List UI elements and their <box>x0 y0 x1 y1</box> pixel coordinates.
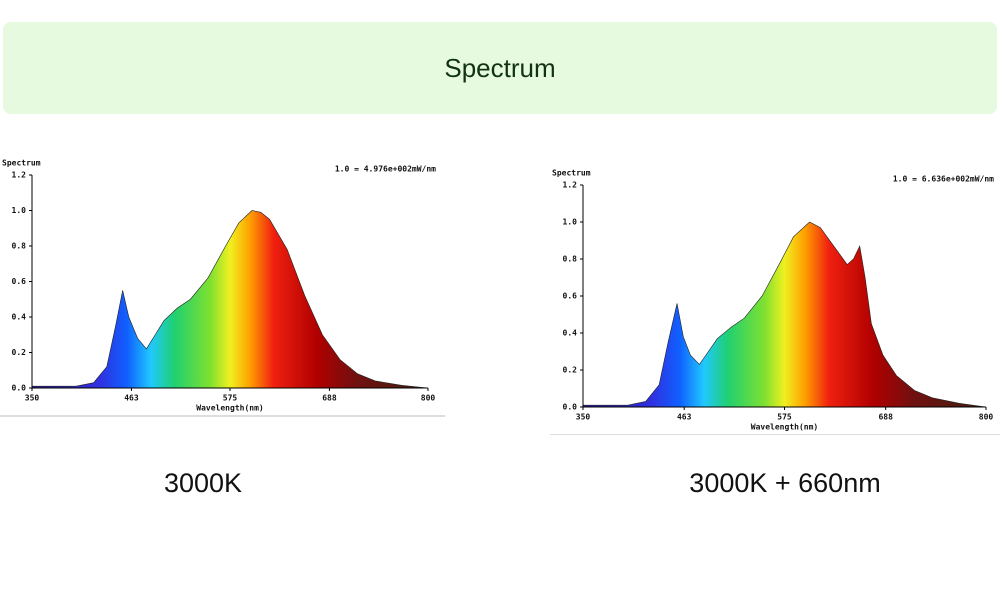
y-tick-label: 0.2 <box>563 366 578 375</box>
header: Spectrum <box>3 22 997 114</box>
x-tick-label: 350 <box>576 413 591 422</box>
annotation: 1.0 = 6.636e+002mW/nm <box>893 175 994 184</box>
y-tick-label: 0.2 <box>12 348 27 357</box>
y-tick-label: 0.6 <box>563 292 578 301</box>
y-tick-label: 0.0 <box>12 384 27 393</box>
x-tick-label: 463 <box>124 394 139 403</box>
spectrum-area <box>31 210 429 389</box>
x-tick-label: 575 <box>223 394 238 403</box>
axis-title: Spectrum <box>552 169 591 178</box>
y-tick-label: 1.0 <box>12 206 27 215</box>
y-tick-label: 0.8 <box>563 255 578 264</box>
y-tick-label: 0.4 <box>563 329 578 338</box>
x-axis-label: Wavelength(nm) <box>196 404 263 413</box>
spectrum-area <box>582 221 987 408</box>
annotation: 1.0 = 4.976e+002mW/nm <box>335 165 436 174</box>
x-tick-label: 350 <box>25 394 40 403</box>
axis-title: Spectrum <box>2 159 41 168</box>
x-tick-label: 463 <box>677 413 692 422</box>
y-tick-label: 1.0 <box>563 218 578 227</box>
caption: 3000K <box>163 468 243 498</box>
y-tick-label: 0.6 <box>12 277 27 286</box>
y-tick-label: 0.8 <box>12 242 27 251</box>
x-tick-label: 575 <box>777 413 792 422</box>
x-tick-label: 800 <box>979 413 994 422</box>
y-tick-label: 0.4 <box>12 313 27 322</box>
caption: 3000K + 660nm <box>689 468 881 498</box>
y-tick-label: 0.0 <box>563 403 578 412</box>
y-tick-label: 1.2 <box>563 181 578 190</box>
x-axis-label: Wavelength(nm) <box>751 423 818 432</box>
header-title: Spectrum <box>444 52 556 83</box>
chart: 0.0 0.2 0.4 0.6 0.8 1.0 1.2 350 463 575 688 800 Spec… <box>0 159 445 417</box>
x-tick-label: 688 <box>878 413 893 422</box>
x-tick-label: 800 <box>421 394 436 403</box>
x-tick-label: 688 <box>322 394 337 403</box>
y-tick-label: 1.2 <box>12 171 27 180</box>
chart: 0.0 0.2 0.4 0.6 0.8 1.0 1.2 350 463 575 688 800 Spec… <box>550 169 1000 435</box>
